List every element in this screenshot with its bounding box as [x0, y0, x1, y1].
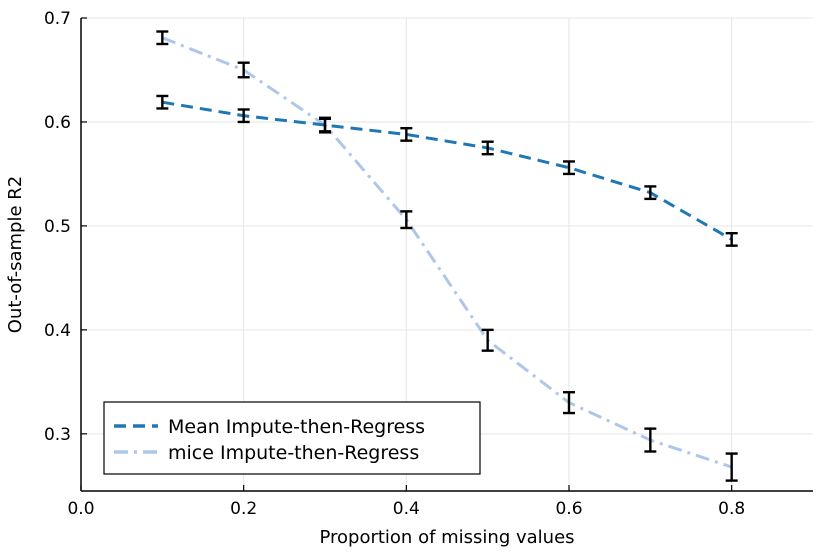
- error-bar: [725, 231, 738, 247]
- x-tick-label: 0.2: [230, 499, 257, 519]
- y-tick-label: 0.5: [44, 217, 71, 237]
- error-bar: [481, 140, 494, 156]
- error-bars: [156, 30, 738, 482]
- series-line-mean: [162, 100, 733, 241]
- error-bar: [563, 160, 575, 176]
- legend-label-mice: mice Impute-then-Regress: [168, 442, 419, 464]
- x-tick-label: 0.8: [718, 499, 745, 519]
- x-axis-label: Proportion of missing values: [319, 527, 574, 548]
- error-bar: [644, 427, 657, 453]
- y-axis-label: Out-of-sample R2: [5, 176, 26, 333]
- error-bar: [237, 108, 250, 124]
- x-tick-label: 0.6: [555, 499, 582, 519]
- error-bar: [481, 328, 494, 352]
- legend: Mean Impute-then-Regress mice Impute-the…: [103, 401, 481, 475]
- series-line-mice: [161, 36, 733, 469]
- legend-label-mean: Mean Impute-then-Regress: [168, 416, 425, 438]
- series: [161, 36, 733, 469]
- error-bar: [156, 30, 169, 46]
- y-tick-label: 0.7: [44, 9, 71, 29]
- tick-labels: 0.0 0.2 0.4 0.6 0.8 0.3 0.4 0.5 0.6 0.7: [44, 9, 745, 519]
- error-bar: [725, 452, 738, 482]
- error-bar: [319, 116, 331, 134]
- error-bar: [237, 61, 250, 79]
- x-tick-label: 0.0: [67, 499, 94, 519]
- error-bar: [400, 126, 413, 142]
- error-bar: [156, 94, 169, 110]
- y-tick-label: 0.6: [44, 113, 71, 133]
- legend-box: [103, 401, 481, 475]
- x-tick-label: 0.4: [393, 499, 420, 519]
- error-bar: [563, 391, 575, 415]
- y-tick-label: 0.3: [44, 425, 71, 445]
- y-tick-label: 0.4: [44, 321, 71, 341]
- error-bar: [400, 210, 413, 230]
- error-bar: [644, 185, 657, 201]
- axes: [80, 18, 813, 492]
